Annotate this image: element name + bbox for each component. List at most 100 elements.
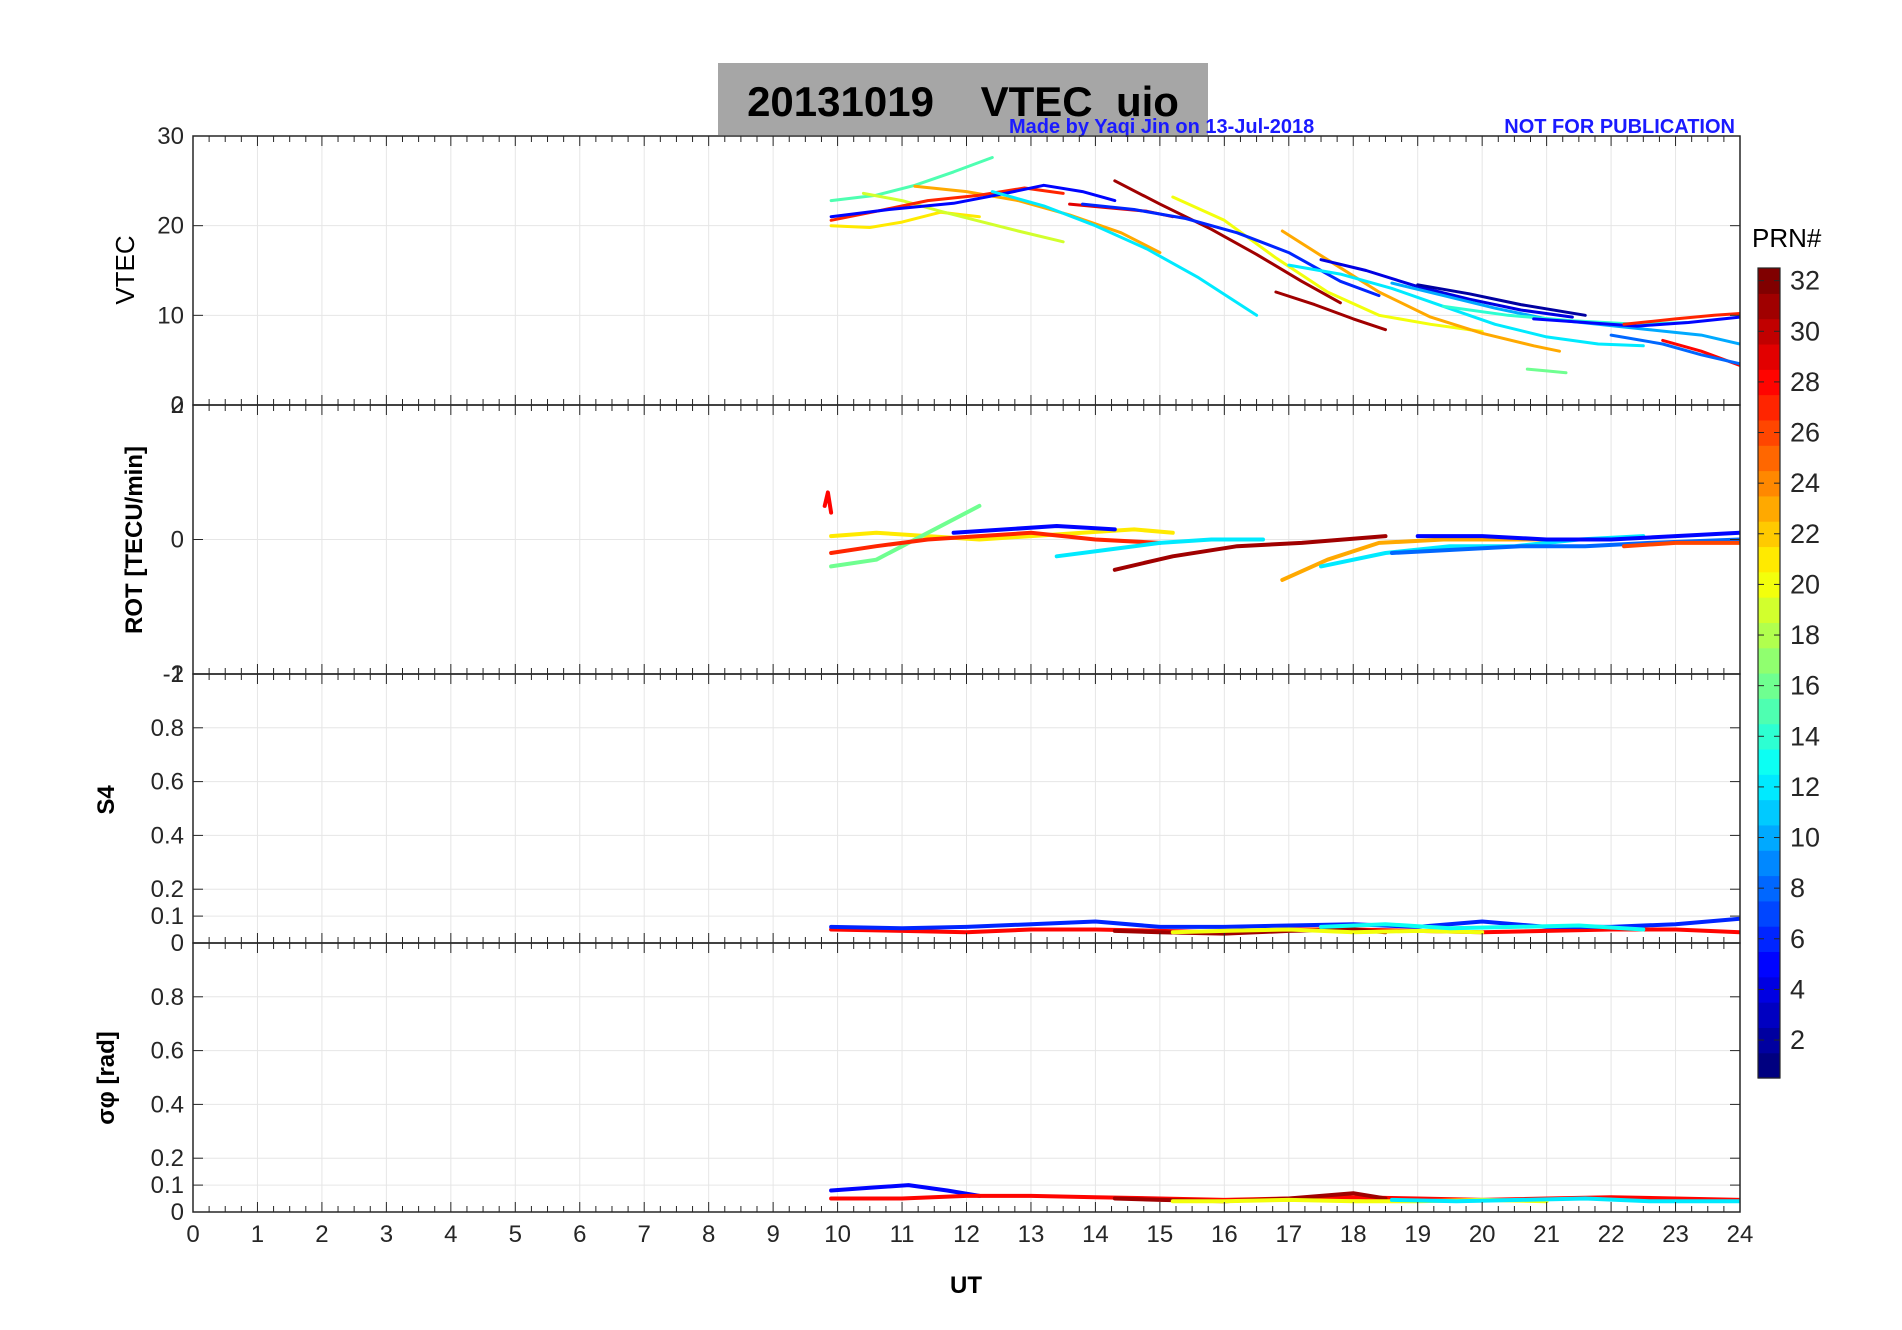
- rot-series-group: [822, 490, 1740, 582]
- x-tick-label: 3: [380, 1221, 393, 1248]
- page-title: 20131019 VTEC uio: [747, 78, 1179, 125]
- colorbar-tick-label: 32: [1790, 266, 1820, 296]
- colorbar-tick-label: 14: [1790, 721, 1820, 751]
- s4-series-line: [1319, 922, 1646, 932]
- vtec-series-line: [1622, 312, 1740, 326]
- x-tick-label: 9: [766, 1221, 779, 1248]
- colorbar-tick-label: 20: [1790, 569, 1820, 599]
- sigma-phi-axis-label: σφ [rad]: [93, 1031, 120, 1125]
- colorbar-segment: [1758, 698, 1780, 725]
- colorbar-tick-label: 8: [1790, 873, 1805, 903]
- rot-axis-label: ROT [TECU/min]: [121, 446, 148, 634]
- x-tick-label: 24: [1727, 1221, 1754, 1248]
- s4-axis-label: S4: [93, 785, 120, 815]
- rot-series-line: [1112, 534, 1388, 572]
- x-tick-label: 4: [444, 1221, 457, 1248]
- x-tick-label: 15: [1147, 1221, 1174, 1248]
- sigma-phi-y-tick-label: 0.6: [151, 1038, 184, 1065]
- vtec-panel: 0 10 20 30: [157, 123, 1741, 419]
- colorbar-segment: [1758, 1027, 1780, 1054]
- colorbar-tick-label: 4: [1790, 974, 1805, 1004]
- vtec-series-line: [1081, 202, 1381, 298]
- sigma-phi-y-tick-label: 0: [171, 1199, 184, 1226]
- vtec-axis-label: VTEC: [110, 235, 140, 304]
- vtec-series-line: [990, 190, 1259, 317]
- x-tick-label: 16: [1211, 1221, 1238, 1248]
- colorbar-segment: [1758, 1052, 1780, 1079]
- colorbar-tick-label: 2: [1790, 1025, 1805, 1055]
- s4-y-tick-label: 0.1: [151, 903, 184, 930]
- colorbar-segment: [1758, 900, 1780, 927]
- x-tick-label: 7: [638, 1221, 651, 1248]
- vtec-series-line: [913, 184, 1162, 255]
- sigma-phi-series-line: [1389, 1196, 1740, 1204]
- rot-series-line: [829, 530, 1162, 555]
- colorbar-tick-label: 16: [1790, 671, 1820, 701]
- colorbar-tick-label: 18: [1790, 620, 1820, 650]
- colorbar-segment: [1758, 774, 1780, 801]
- rot-series-line: [951, 524, 1117, 535]
- colorbar-segment: [1758, 343, 1780, 370]
- rot-series-line: [829, 503, 982, 569]
- publication-notice: NOT FOR PUBLICATION: [1504, 116, 1735, 138]
- sigma-phi-y-tick-label: 0.1: [151, 1172, 184, 1199]
- colorbar-segment: [1758, 394, 1780, 421]
- vtec-series-line: [1416, 283, 1587, 317]
- x-tick-label: 19: [1404, 1221, 1431, 1248]
- colorbar-tick-label: 26: [1790, 418, 1820, 448]
- x-tick-label: 20: [1469, 1221, 1496, 1248]
- rot-series-line: [1054, 537, 1265, 559]
- rot-panel: -202: [163, 392, 1741, 688]
- sigma-phi-y-tick-label: 0.8: [151, 984, 184, 1011]
- colorbar-segment: [1758, 976, 1780, 1003]
- s4-panel: 00.10.2 0.4 0.6 0.8 1: [151, 661, 1741, 957]
- x-tick-label: 6: [573, 1221, 586, 1248]
- x-tick-label: 23: [1662, 1221, 1689, 1248]
- sigma-phi-panel: 00.10.20.40.60.80 1 2 3 4 5 6 7 8 9 10 11 12 13 14 15 16…: [151, 942, 1754, 1248]
- s4-series-group: [829, 916, 1740, 936]
- rot-y-tick-label: 0: [171, 527, 184, 554]
- colorbar-segment: [1758, 824, 1780, 851]
- colorbar-segment: [1758, 546, 1780, 573]
- rot-y-tick-label: -2: [163, 661, 184, 688]
- vtec-series-line: [1525, 367, 1568, 375]
- colorbar-segment: [1758, 673, 1780, 699]
- rot-series-line: [1622, 540, 1740, 549]
- x-tick-label: 8: [702, 1221, 715, 1248]
- x-tick-label: 0: [186, 1221, 199, 1248]
- sigma-phi-series-line: [829, 1183, 982, 1198]
- colorbar-segment: [1758, 850, 1780, 877]
- colorbar-segment: [1758, 521, 1780, 548]
- sigma-phi-series-group: [829, 1183, 1740, 1204]
- x-tick-label: 13: [1018, 1221, 1045, 1248]
- x-tick-label: 11: [890, 1221, 915, 1248]
- credit-text: Made by Yaqi Jin on 13-Jul-2018: [1009, 116, 1314, 138]
- vtec-y-tick-label: 30: [157, 123, 184, 150]
- colorbar-segment: [1758, 951, 1780, 978]
- vtec-series-line: [1319, 258, 1574, 319]
- colorbar-tick-label: 30: [1790, 316, 1820, 346]
- vtec-series-line: [1287, 263, 1645, 348]
- colorbar-tick-label: 28: [1790, 367, 1820, 397]
- x-tick-label: 17: [1275, 1221, 1302, 1248]
- vtec-series-line: [829, 156, 994, 203]
- vtec-series-line: [1609, 333, 1740, 366]
- vtec-series-line: [1532, 315, 1740, 328]
- s4-series-line: [1170, 927, 1485, 935]
- colorbar-segment: [1758, 1002, 1780, 1028]
- sigma-phi-y-tick-label: 0.2: [151, 1145, 184, 1172]
- x-tick-label: 5: [509, 1221, 522, 1248]
- vtec-series-line: [1171, 195, 1484, 333]
- colorbar-segment: [1758, 647, 1780, 674]
- x-tick-label: 12: [953, 1221, 980, 1248]
- colorbar-segment: [1758, 875, 1780, 902]
- rot-series-line: [822, 490, 834, 515]
- vtec-y-tick-label: 20: [157, 213, 184, 240]
- rot-series-line: [1415, 530, 1740, 542]
- colorbar-segment: [1758, 799, 1780, 826]
- colorbar-label: PRN#: [1752, 223, 1822, 253]
- colorbar-segment: [1758, 748, 1780, 775]
- vtec-series-line: [1113, 179, 1342, 305]
